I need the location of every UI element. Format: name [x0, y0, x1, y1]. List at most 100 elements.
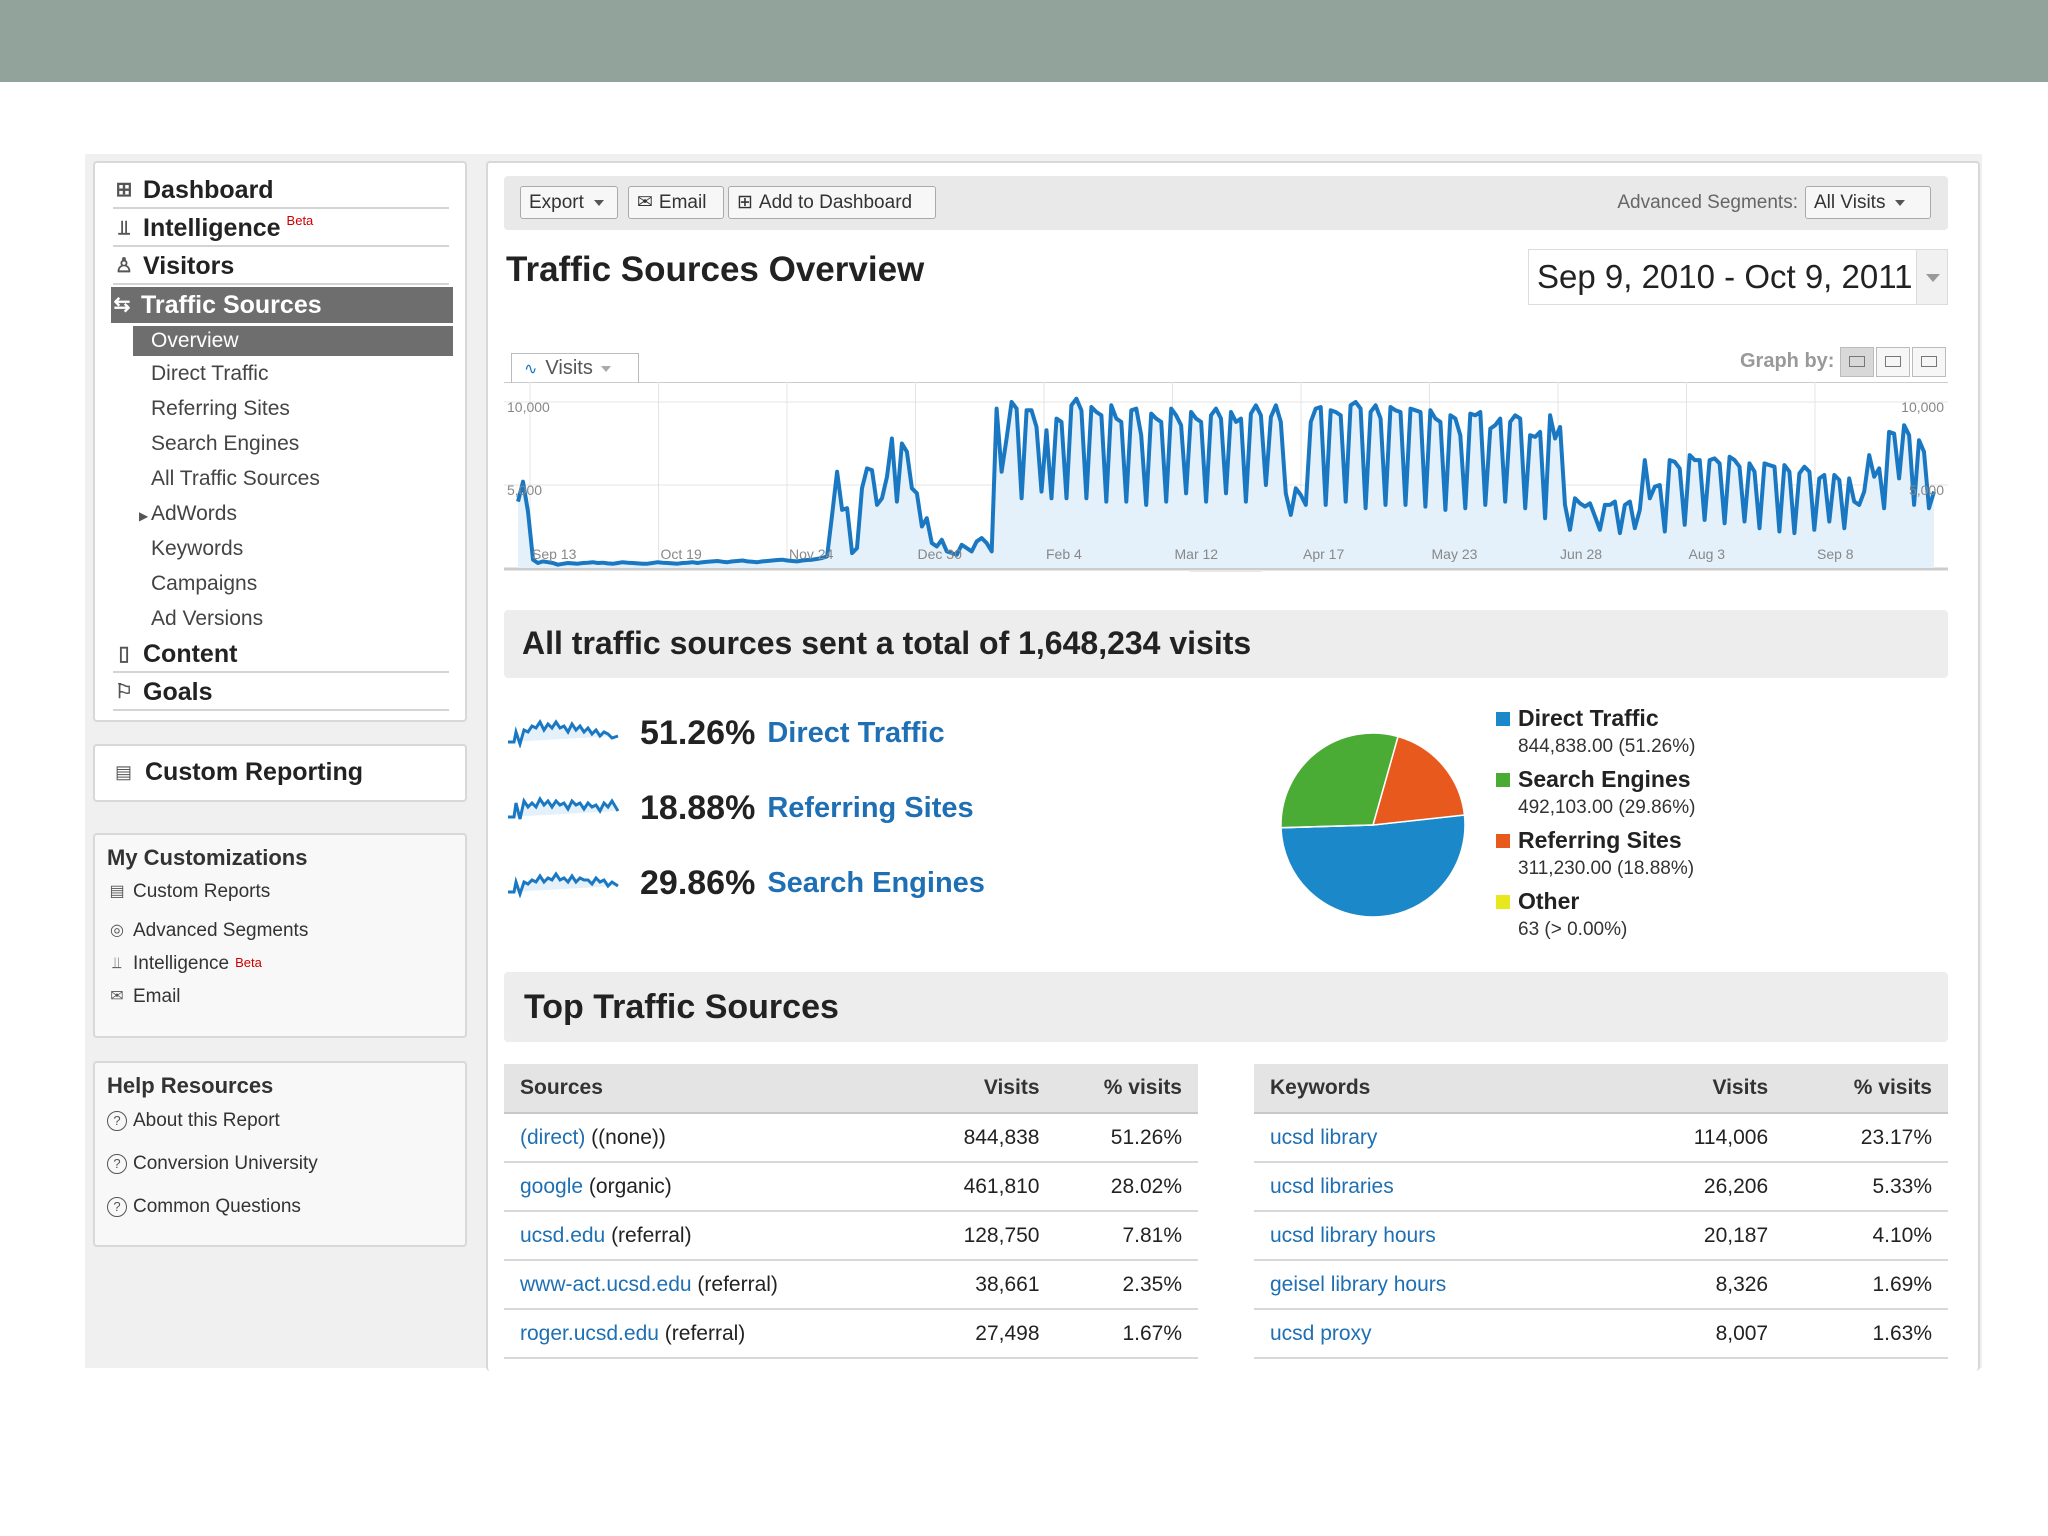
search-engines-link[interactable]: Search Engines	[767, 866, 985, 899]
top-traffic-sources-banner: Top Traffic Sources	[504, 972, 1948, 1042]
month-icon	[1921, 356, 1937, 367]
link-label: Custom Reports	[133, 881, 271, 902]
column-header[interactable]: % visits	[1784, 1064, 1948, 1114]
sidebar-sub-search-engines[interactable]: Search Engines	[151, 432, 300, 455]
sidebar-item-label: Intelligence	[143, 213, 281, 242]
report-icon: ▤	[109, 883, 125, 900]
summary-row-search: 29.86% Search Engines	[506, 860, 985, 906]
source-medium: (organic)	[583, 1174, 672, 1198]
common-questions-link[interactable]: ? Common Questions	[107, 1196, 301, 1218]
sidebar-item-goals[interactable]: ⚐ Goals	[113, 675, 449, 711]
total-visits-text: All traffic sources sent a total of 1,64…	[522, 625, 1252, 661]
visits-cell: 461,810	[916, 1162, 1056, 1212]
sidebar-sub-direct-traffic[interactable]: Direct Traffic	[151, 362, 269, 385]
sidebar-sub-referring-sites[interactable]: Referring Sites	[151, 397, 290, 420]
x-tick-label: Sep 8	[1817, 546, 1854, 562]
chevron-down-icon	[1895, 199, 1906, 206]
sidebar-item-label: Content	[143, 639, 238, 668]
source-link[interactable]: www-act.ucsd.edu	[520, 1272, 692, 1296]
chevron-down-icon[interactable]	[1916, 250, 1947, 304]
x-tick-label: Oct 19	[661, 546, 702, 562]
graph-by-month-button[interactable]	[1912, 347, 1946, 377]
pie-slice-referring-sites[interactable]	[1371, 735, 1466, 826]
report-toolbar: Export ✉ Email ⊞ Add to Dashboard Advanced…	[504, 176, 1948, 230]
sparkline-icon	[508, 796, 620, 820]
legend-value: 492,103.00 (29.86%)	[1518, 797, 1696, 818]
export-button[interactable]: Export	[520, 186, 618, 219]
column-header[interactable]: Visits	[1626, 1064, 1785, 1114]
x-tick-label: Apr 17	[1303, 546, 1344, 562]
intelligence-link[interactable]: ⫫ Intelligence Beta	[107, 953, 262, 975]
keyword-link[interactable]: ucsd library	[1270, 1125, 1378, 1149]
visits-cell: 38,661	[916, 1260, 1056, 1310]
sidebar-sub-campaigns[interactable]: Campaigns	[151, 572, 258, 595]
legend-value: 844,838.00 (51.26%)	[1518, 736, 1696, 757]
percent-cell: 1.67%	[1055, 1309, 1198, 1359]
custom-reports-link[interactable]: ▤ Custom Reports	[107, 881, 270, 903]
direct-traffic-link[interactable]: Direct Traffic	[767, 716, 945, 749]
about-report-link[interactable]: ? About this Report	[107, 1110, 280, 1132]
segment-select[interactable]: All Visits	[1805, 186, 1931, 219]
keyword-link[interactable]: ucsd libraries	[1270, 1174, 1394, 1198]
table-header-row: Sources Visits % visits	[504, 1064, 1198, 1114]
custom-reporting-link[interactable]: ▤ Custom Reporting	[93, 744, 467, 802]
add-to-dashboard-button[interactable]: ⊞ Add to Dashboard	[728, 186, 936, 219]
source-link[interactable]: (direct)	[520, 1125, 586, 1149]
column-header[interactable]: Sources	[504, 1064, 916, 1114]
source-medium: (referral)	[658, 1321, 746, 1345]
sidebar-item-traffic-sources[interactable]: ⇆ Traffic Sources	[111, 287, 453, 323]
column-header[interactable]: Keywords	[1254, 1064, 1626, 1114]
pie-slice-search-engines[interactable]	[1280, 732, 1399, 829]
chart-resize-handle[interactable]	[1190, 570, 1262, 572]
beta-badge: Beta	[286, 212, 314, 228]
referring-sites-link[interactable]: Referring Sites	[767, 791, 974, 824]
keyword-link[interactable]: ucsd proxy	[1270, 1321, 1372, 1345]
sidebar-sub-all-traffic-sources[interactable]: All Traffic Sources	[151, 467, 320, 490]
percent-cell: 23.17%	[1784, 1113, 1948, 1163]
date-range-picker[interactable]: Sep 9, 2010 - Oct 9, 2011	[1528, 249, 1948, 305]
source-link[interactable]: ucsd.edu	[520, 1223, 606, 1247]
legend-swatch	[1496, 895, 1510, 909]
sidebar-item-dashboard[interactable]: ⊞ Dashboard	[113, 173, 449, 209]
sidebar-sub-adwords[interactable]: AdWords	[151, 502, 237, 525]
column-header[interactable]: % visits	[1055, 1064, 1198, 1114]
sidebar-sub-keywords[interactable]: Keywords	[151, 537, 244, 560]
intelligence-icon: ⫫	[118, 217, 130, 239]
custom-reporting-label: Custom Reporting	[145, 758, 364, 786]
sidebar-item-content[interactable]: ▯ Content	[113, 637, 449, 673]
keyword-link[interactable]: geisel library hours	[1270, 1272, 1447, 1296]
sidebar-item-intelligence[interactable]: ⫫ Intelligence Beta	[113, 211, 449, 247]
table-row: ucsd proxy 8,007 1.63%	[1254, 1309, 1948, 1359]
visits-area	[518, 398, 1934, 568]
legend-label: Referring Sites	[1518, 827, 1682, 853]
summary-row-direct: 51.26% Direct Traffic	[506, 710, 945, 756]
percent-cell: 28.02%	[1055, 1162, 1198, 1212]
source-link[interactable]: roger.ucsd.edu	[520, 1321, 659, 1345]
conversion-university-link[interactable]: ? Conversion University	[107, 1153, 318, 1175]
expand-arrow-icon[interactable]: ▶	[139, 509, 149, 523]
tab-label: Visits	[545, 357, 593, 379]
metric-tab-visits[interactable]: ∿ Visits	[511, 353, 639, 383]
sidebar-sub-ad-versions[interactable]: Ad Versions	[151, 607, 264, 630]
keyword-link[interactable]: ucsd library hours	[1270, 1223, 1436, 1247]
person-icon: ♙	[115, 255, 133, 277]
sidebar-sub-overview[interactable]: Overview	[133, 326, 453, 356]
help-icon: ?	[107, 1111, 127, 1131]
graph-by-week-button[interactable]	[1876, 347, 1910, 377]
advanced-segments-link[interactable]: ◎ Advanced Segments	[107, 920, 308, 942]
email-link[interactable]: ✉ Email	[107, 986, 180, 1008]
column-header[interactable]: Visits	[916, 1064, 1056, 1114]
email-button[interactable]: ✉ Email	[628, 186, 724, 219]
source-link[interactable]: google	[520, 1174, 584, 1198]
flag-icon: ⚐	[115, 681, 133, 703]
visits-line	[516, 396, 1936, 567]
sources-table: Sources Visits % visits (direct) ((none)…	[504, 1064, 1198, 1359]
graph-by-day-button[interactable]	[1840, 347, 1874, 377]
pie-slice-direct-traffic[interactable]	[1280, 814, 1466, 918]
table-row: ucsd libraries 26,206 5.33%	[1254, 1162, 1948, 1212]
pie-slice-other[interactable]	[1280, 824, 1374, 829]
percent-cell: 51.26%	[1055, 1113, 1198, 1163]
sidebar-item-visitors[interactable]: ♙ Visitors	[113, 249, 449, 285]
segments-icon: ◎	[110, 922, 124, 939]
envelope-icon: ✉	[110, 988, 124, 1005]
